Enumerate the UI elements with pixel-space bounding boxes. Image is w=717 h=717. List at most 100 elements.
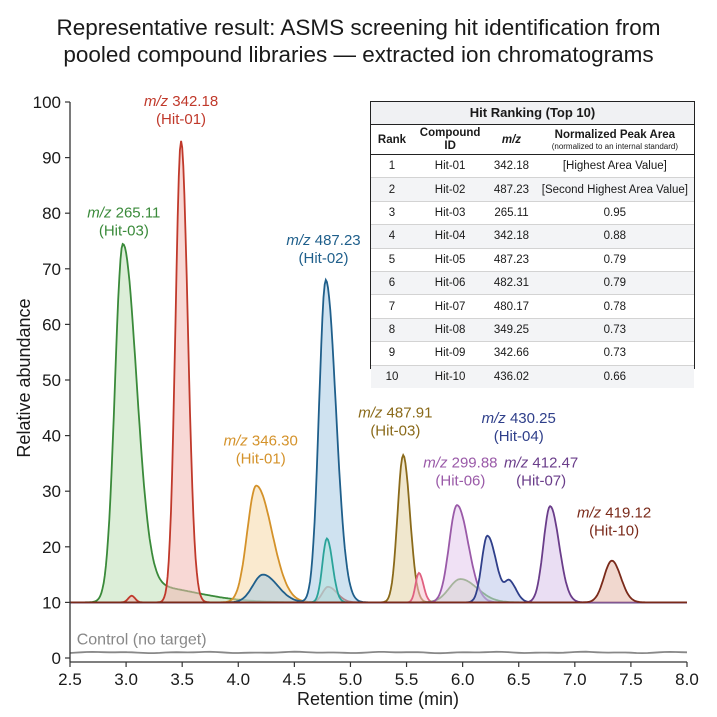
x-tick-label: 6.0 [451,670,475,689]
table-cell-id: Hit-02 [412,177,488,202]
table-cell-area: 0.73 [535,341,694,366]
peak-label-mz: m/z 265.11 [87,204,160,221]
x-tick-label: 2.5 [58,670,82,689]
control-trace [69,650,688,655]
y-axis-label: Relative abundance [14,298,34,457]
peak-labels-layer: m/z 265.11(Hit-03)m/z 342.18(Hit-01)m/z … [77,93,651,648]
y-tick-label: 100 [33,93,61,112]
x-tick-label: 4.0 [226,670,250,689]
table-cell-mz: 487.23 [487,177,536,202]
chart-title: Representative result: ASMS screening hi… [0,14,717,68]
peak-label-mz: m/z 342.18 [144,93,218,110]
x-tick-label: 4.5 [283,670,307,689]
table-row: 4 Hit-04 342.18 0.88 [371,224,694,249]
x-tick-label: 6.5 [507,670,531,689]
y-tick-label: 30 [42,482,61,501]
peak-label-mz: m/z 430.25 [482,410,556,427]
peak-label-mz: m/z 487.91 [358,405,432,422]
table-cell-rank: 9 [371,341,413,366]
table-cell-id: Hit-08 [412,318,488,343]
table-cell-area: 0.73 [535,318,694,343]
table-cell-mz: 349.25 [487,318,536,343]
y-tick-label: 40 [42,427,61,446]
table-cell-id: Hit-04 [412,224,488,249]
table-cell-area: [Second Highest Area Value] [535,177,694,202]
table-cell-id: Hit-05 [412,248,488,272]
table-row: 6 Hit-06 482.31 0.79 [371,271,694,296]
table-row: 8 Hit-08 349.25 0.73 [371,318,694,343]
table-cell-id: Hit-01 [412,154,488,179]
series-1-fill [70,244,687,603]
peak-label-mz: m/z 346.30 [224,432,298,449]
table-cell-id: Hit-09 [412,341,488,366]
x-tick-label: 5.5 [395,670,419,689]
table-cell-rank: 8 [371,318,413,343]
x-tick-label: 7.0 [563,670,587,689]
peak-label-mz: m/z 299.88 [423,455,497,472]
table-cell-mz: 436.02 [487,365,536,388]
header-normalized-area-note: (normalized to an internal standard) [551,141,678,151]
y-tick-label: 0 [52,649,61,668]
table-cell-rank: 10 [371,365,413,388]
hit-ranking-header-row: Rank Compound ID m/z Normalized Peak Are… [371,125,694,155]
table-cell-rank: 2 [371,177,413,202]
peak-label-mz: m/z 419.12 [577,505,651,522]
peak-label-hit: (Hit-10) [589,523,639,540]
table-cell-rank: 5 [371,248,413,272]
y-tick-label: 90 [42,149,61,168]
y-tick-label: 70 [42,260,61,279]
peak-label-mz: m/z 487.23 [286,232,360,249]
y-tick-label: 20 [42,538,61,557]
table-cell-area: 0.78 [535,294,694,319]
header-normalized-area: Normalized Peak Area (normalized to an i… [535,125,694,155]
table-row: 1 Hit-01 342.18 [Highest Area Value] [371,154,694,179]
hit-ranking-table: Hit Ranking (Top 10) Rank Compound ID m/… [370,101,695,388]
table-cell-area: [Highest Area Value] [535,154,694,179]
table-row: 7 Hit-07 480.17 0.78 [371,294,694,319]
peak-label-hit: (Hit-06) [435,473,485,490]
table-cell-area: 0.88 [535,224,694,249]
x-tick-label: 8.0 [675,670,699,689]
table-cell-area: 0.95 [535,201,694,226]
control-label: Control (no target) [77,631,207,648]
y-tick-label: 60 [42,315,61,334]
table-cell-mz: 480.17 [487,294,536,319]
series-layer [69,140,688,655]
table-cell-rank: 6 [371,271,413,296]
table-row: 2 Hit-02 487.23 [Second Highest Area Value] [371,177,694,202]
peak-label-mz: m/z 412.47 [504,455,578,472]
table-row: 10 Hit-10 436.02 0.66 [371,365,694,388]
header-mz: m/z [487,125,536,155]
header-rank: Rank [371,125,413,155]
x-tick-label: 5.0 [339,670,363,689]
table-cell-rank: 4 [371,224,413,249]
table-cell-id: Hit-03 [412,201,488,226]
peak-label-hit: (Hit-03) [99,222,149,239]
table-row: 3 Hit-03 265.11 0.95 [371,201,694,226]
table-cell-area: 0.79 [535,248,694,272]
header-compound-id: Compound ID [412,125,488,155]
series-12-fill [70,560,687,603]
peak-label-hit: (Hit-01) [156,111,206,128]
table-row: 5 Hit-05 487.23 0.79 [371,248,694,272]
x-axis-label: Retention time (min) [297,689,459,709]
y-tick-label: 10 [42,593,61,612]
hit-ranking-body: 1 Hit-01 342.18 [Highest Area Value] 2 Hit-02… [371,154,694,388]
table-row: 9 Hit-09 342.66 0.73 [371,341,694,366]
table-cell-mz: 342.18 [487,154,536,179]
hit-ranking-grid: Rank Compound ID m/z Normalized Peak Are… [371,125,694,388]
table-cell-rank: 7 [371,294,413,319]
table-cell-id: Hit-10 [412,365,488,388]
table-cell-id: Hit-07 [412,294,488,319]
x-tick-label: 3.5 [170,670,194,689]
peak-label-hit: (Hit-01) [236,450,286,467]
y-tick-label: 80 [42,204,61,223]
x-tick-label: 7.5 [619,670,643,689]
peak-label-hit: (Hit-02) [299,250,349,267]
table-cell-mz: 342.18 [487,224,536,249]
peak-label-hit: (Hit-07) [516,473,566,490]
series-12-trace [70,559,687,604]
table-cell-id: Hit-06 [412,271,488,296]
x-tick-label: 3.0 [114,670,138,689]
